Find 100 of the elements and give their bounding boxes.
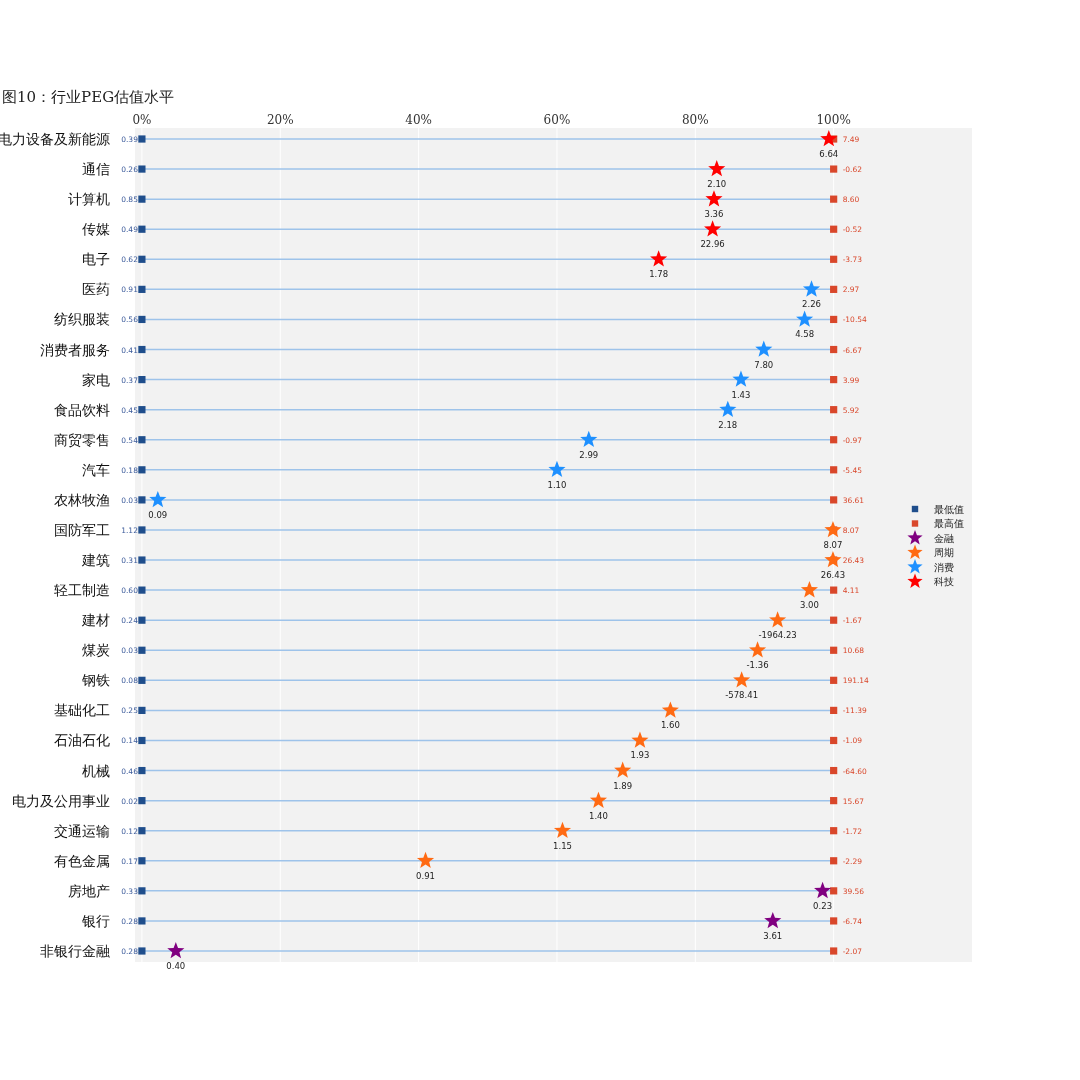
point (732, 370, 750, 387)
point (138, 526, 146, 534)
point (553, 821, 572, 838)
annotation: 8.07 (823, 539, 843, 550)
annotation: 0.09 (148, 509, 168, 520)
point (830, 586, 838, 594)
y-tick-label: 电力及公用事业 (12, 792, 110, 809)
annotation: 2.10 (707, 179, 727, 190)
y-tick-label: 交通运输 (54, 822, 110, 839)
y-tick-label: 电子 (82, 251, 110, 268)
y-tick-label: 非银行金融 (40, 943, 110, 959)
point (138, 556, 146, 564)
point (138, 917, 146, 925)
point (138, 315, 146, 324)
annotation: 7.80 (754, 359, 774, 370)
annotation: 2.26 (802, 299, 821, 310)
point (830, 947, 838, 955)
point (138, 947, 146, 955)
point (830, 797, 838, 805)
point (830, 255, 838, 263)
point (830, 165, 838, 173)
annotation: 1.15 (553, 840, 572, 851)
legend-label: 金融 (934, 532, 954, 544)
annotation: -1.36 (746, 660, 769, 671)
point (749, 641, 767, 658)
point (149, 490, 167, 508)
annotation: 3.36 (704, 209, 724, 220)
point (580, 430, 598, 448)
legend-label: 消费 (934, 561, 954, 573)
point (138, 496, 146, 504)
x-tick-label: 100% (816, 113, 851, 127)
point (138, 857, 146, 865)
annotation: 1.10 (547, 479, 567, 490)
y-tick-label: 建材 (81, 612, 110, 629)
x-tick-label: 20% (266, 113, 294, 127)
point (548, 460, 566, 478)
point (830, 827, 838, 835)
annotation: 0.40 (166, 961, 186, 971)
point (138, 827, 146, 835)
point (614, 761, 632, 778)
point (820, 130, 838, 147)
point (138, 165, 146, 173)
point (138, 466, 146, 474)
annotation: 3.61 (763, 930, 783, 941)
point (733, 671, 751, 688)
point (830, 315, 838, 324)
point (830, 285, 838, 293)
y-tick-label: 传媒 (82, 221, 110, 238)
point (796, 310, 814, 327)
point (138, 736, 146, 745)
y-tick-label: 基础化工 (54, 702, 110, 719)
point (830, 676, 838, 684)
x-tick-label: 80% (681, 113, 709, 127)
point (830, 406, 838, 414)
point (814, 881, 832, 899)
point (800, 581, 818, 598)
legend-label: 周期 (934, 547, 954, 558)
y-tick-label: 银行 (81, 912, 110, 929)
y-tick-label: 食品饮料 (54, 401, 110, 418)
point (138, 887, 146, 895)
point (138, 766, 146, 775)
point (138, 616, 146, 624)
annotation: 1.60 (660, 720, 680, 731)
y-tick-label: 家电 (82, 371, 110, 388)
legend-label: 最低值 (934, 503, 964, 515)
y-tick-label: 消费者服务 (40, 341, 110, 358)
point (138, 225, 146, 233)
annotation: 3.00 (799, 600, 819, 611)
annotation: 22.96 (700, 239, 725, 250)
y-tick-label: 煤炭 (82, 642, 110, 659)
point (138, 436, 146, 444)
point (802, 280, 821, 297)
point (708, 160, 726, 177)
annotation: 1.89 (613, 780, 633, 791)
point (824, 551, 842, 568)
point (704, 220, 722, 237)
annotation: 0.23 (813, 900, 833, 911)
point (824, 520, 842, 538)
point (167, 942, 185, 959)
point (830, 436, 838, 444)
y-tick-label: 房地产 (68, 882, 110, 899)
point (138, 345, 146, 354)
point (416, 851, 435, 869)
y-tick-label: 轻工制造 (54, 582, 110, 599)
annotation: 1.40 (588, 810, 608, 821)
point (830, 766, 838, 775)
x-tick-label: 60% (543, 113, 571, 127)
x-tick-label: 40% (405, 113, 432, 127)
legend-label: 科技 (934, 576, 954, 587)
point (138, 586, 146, 594)
y-tick-label: 通信 (82, 161, 110, 178)
y-tick-label: 钢铁 (81, 672, 110, 689)
y-tick-label: 有色金属 (54, 852, 110, 869)
y-tick-label: 石油石化 (54, 732, 110, 749)
point (830, 496, 838, 504)
point (830, 857, 838, 865)
annotation: 2.18 (718, 419, 738, 430)
annotation: 1.78 (649, 269, 669, 280)
point (705, 190, 723, 207)
y-tick-label: 纺织服装 (54, 311, 110, 328)
